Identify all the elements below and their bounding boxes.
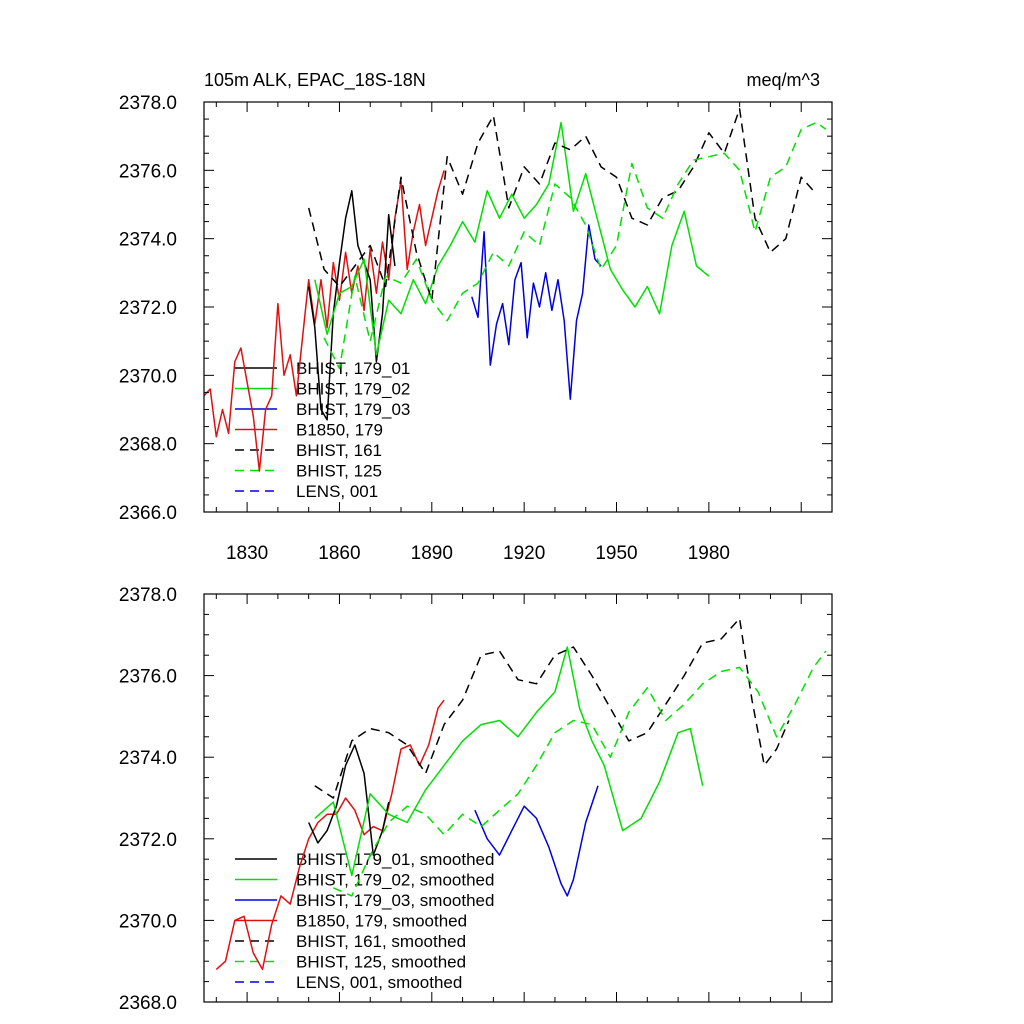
- series-line-bhist-179-02-smoothed: [314, 646, 704, 877]
- series-line-bhist-179-03: [471, 224, 602, 400]
- legend-label: BHIST, 179_01, smoothed: [296, 850, 494, 869]
- legend-label: BHIST, 161: [296, 441, 382, 460]
- y-tick-label: 2378.0: [119, 585, 177, 606]
- legend-label: B1850, 179, smoothed: [296, 912, 467, 931]
- series-line-bhist-179-02: [314, 121, 710, 356]
- bottom-legend: BHIST, 179_01, smoothed BHIST, 179_02, sm…: [235, 850, 494, 992]
- legend-label: B1850, 179: [296, 421, 383, 440]
- bottom-panel: BHIST, 179_01, smoothed BHIST, 179_02, sm…: [119, 585, 833, 1014]
- y-tick-label: 2370.0: [119, 911, 177, 932]
- top-panel-units: meq/m^3: [747, 70, 820, 90]
- x-tick-label: 1980: [688, 543, 730, 564]
- bottom-axes: 2368.0 2370.0 2372.0 2374.0 2376.0 2378.0: [119, 585, 833, 1014]
- legend-label: BHIST, 125, smoothed: [296, 953, 466, 972]
- series-line-b1850-179-smoothed: [215, 699, 445, 971]
- x-tick-label: 1890: [411, 543, 453, 564]
- top-series: [203, 108, 827, 472]
- series-line-bhist-125: [323, 121, 827, 370]
- x-tick-label: 1920: [503, 543, 545, 564]
- top-axes: 2366.0 2368.0 2370.0 2372.0 2374.0 2376.0 2378…: [119, 93, 833, 564]
- y-tick-label: 2376.0: [119, 161, 177, 182]
- y-tick-label: 2368.0: [119, 435, 177, 456]
- top-panel: 105m ALK, EPAC_18S-18N meq/m^3 BHIST, 17…: [119, 70, 833, 564]
- y-tick-label: 2368.0: [119, 993, 177, 1014]
- legend-label: BHIST, 179_01: [296, 359, 410, 378]
- legend-label: BHIST, 161, smoothed: [296, 932, 466, 951]
- y-tick-label: 2378.0: [119, 93, 177, 114]
- x-tick-label: 1950: [595, 543, 637, 564]
- top-panel-title: 105m ALK, EPAC_18S-18N: [204, 70, 426, 91]
- x-tick-label: 1860: [318, 543, 360, 564]
- legend-label: BHIST, 125: [296, 462, 382, 481]
- legend-label: BHIST, 179_03, smoothed: [296, 891, 494, 910]
- y-tick-label: 2366.0: [119, 503, 177, 524]
- legend-label: BHIST, 179_02: [296, 380, 410, 399]
- y-tick-label: 2370.0: [119, 366, 177, 387]
- series-line-bhist-161: [307, 108, 818, 301]
- series-line-bhist-125-smoothed: [332, 650, 827, 897]
- y-tick-label: 2376.0: [119, 667, 177, 688]
- bottom-series: [215, 617, 827, 971]
- y-tick-label: 2372.0: [119, 298, 177, 319]
- y-tick-label: 2374.0: [119, 748, 177, 769]
- legend-label: BHIST, 179_02, smoothed: [296, 871, 494, 890]
- legend-label: LENS, 001: [296, 482, 378, 501]
- y-tick-label: 2374.0: [119, 230, 177, 251]
- series-line-bhist-161-smoothed: [314, 617, 790, 799]
- series-line-bhist-179-01: [307, 190, 396, 421]
- y-tick-label: 2372.0: [119, 830, 177, 851]
- series-line-b1850-179: [203, 170, 445, 472]
- series-line-bhist-179-03-smoothed: [474, 785, 599, 897]
- x-tick-label: 1830: [226, 543, 268, 564]
- legend-label: BHIST, 179_03: [296, 400, 410, 419]
- legend-label: LENS, 001, smoothed: [296, 973, 462, 992]
